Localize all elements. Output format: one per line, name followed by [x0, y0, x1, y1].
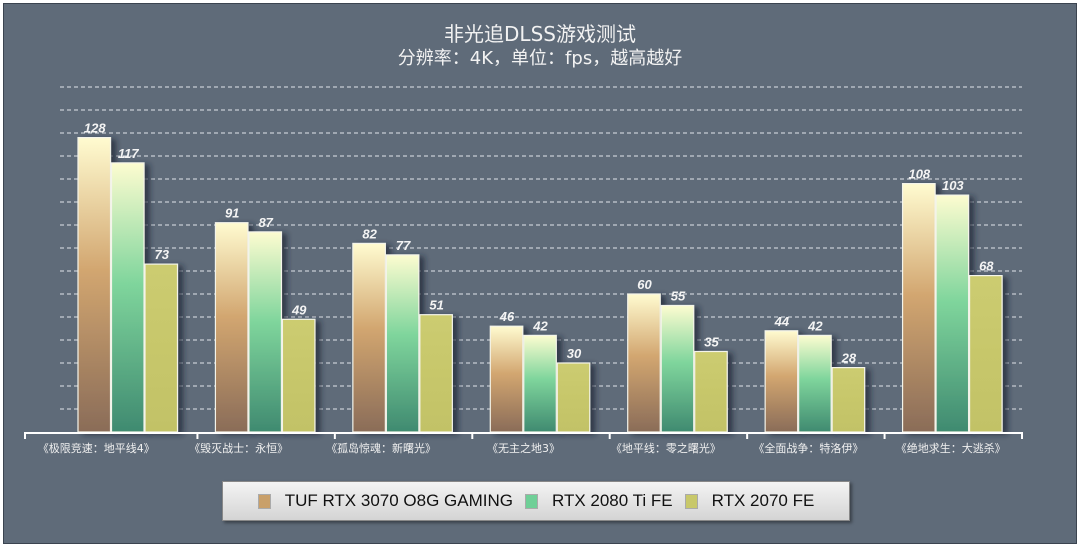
data-label: 49: [291, 302, 307, 317]
data-label: 44: [774, 314, 790, 329]
legend-label: RTX 2070 FE: [711, 491, 815, 510]
x-tick-label: 《孤岛惊魂：新曙光》: [326, 441, 436, 455]
bar: [935, 194, 970, 433]
legend-label: RTX 2080 Ti FE: [551, 491, 673, 510]
bar: [77, 137, 112, 433]
legend-swatch: [524, 493, 538, 509]
chart-title: 非光追DLSS游戏测试: [444, 22, 636, 46]
bar: [764, 330, 799, 433]
data-label: 28: [841, 351, 857, 366]
x-tick-label: 《无主之地3》: [487, 441, 560, 455]
chart-subtitle: 分辨率：4K，单位：fps，越高越好: [397, 48, 683, 69]
bar: [968, 275, 1003, 433]
data-label: 82: [362, 226, 377, 241]
data-label: 35: [704, 335, 719, 350]
data-label: 103: [942, 178, 964, 193]
data-label: 117: [118, 146, 139, 161]
bar: [214, 222, 249, 433]
data-label: 108: [908, 167, 930, 182]
data-label: 55: [671, 289, 686, 304]
x-tick-label: 《全面战争：特洛伊》: [753, 441, 863, 455]
x-tick-label: 《绝地求生：大逃杀》: [896, 441, 1006, 455]
data-label: 87: [258, 215, 273, 230]
legend-swatch: [684, 493, 698, 509]
legend: TUF RTX 3070 O8G GAMING RTX 2080 Ti FE RTX…: [222, 481, 850, 521]
x-tick-label: 《极限竞速：地平线4》: [38, 441, 155, 455]
bar: [831, 367, 866, 433]
data-label: 68: [979, 259, 994, 274]
bar: [385, 254, 420, 433]
data-label: 42: [807, 318, 823, 333]
legend-item: RTX 2070 FE: [684, 491, 815, 511]
data-label: 51: [429, 298, 443, 313]
bar: [281, 318, 316, 433]
bar: [489, 325, 524, 433]
bar: [901, 183, 936, 433]
data-label: 91: [225, 206, 239, 221]
legend-item: RTX 2080 Ti FE: [524, 491, 673, 511]
bar: [144, 263, 179, 433]
data-label: 77: [396, 238, 411, 253]
data-label: 128: [84, 121, 106, 136]
bar: [627, 293, 661, 433]
data-label: 42: [532, 318, 548, 333]
data-label: 30: [567, 346, 582, 361]
data-label: 60: [637, 277, 652, 292]
legend-swatch: [257, 493, 271, 509]
data-label: 73: [155, 247, 170, 262]
chart-frame: [3, 3, 1077, 544]
bar: [660, 304, 695, 433]
legend-item: TUF RTX 3070 O8G GAMING: [257, 491, 513, 511]
bar: [110, 162, 145, 433]
bar: [352, 242, 386, 433]
data-label: 46: [499, 309, 515, 324]
bar: [419, 314, 453, 433]
bar: [523, 334, 557, 433]
bar: [694, 350, 728, 433]
x-tick-label: 《地平线：零之曙光》: [611, 441, 721, 455]
bar: [798, 334, 832, 433]
bar: [248, 231, 283, 433]
legend-label: TUF RTX 3070 O8G GAMING: [284, 491, 513, 510]
x-tick-label: 《毁灭战士：永恒》: [189, 441, 288, 455]
bar: [556, 362, 591, 433]
